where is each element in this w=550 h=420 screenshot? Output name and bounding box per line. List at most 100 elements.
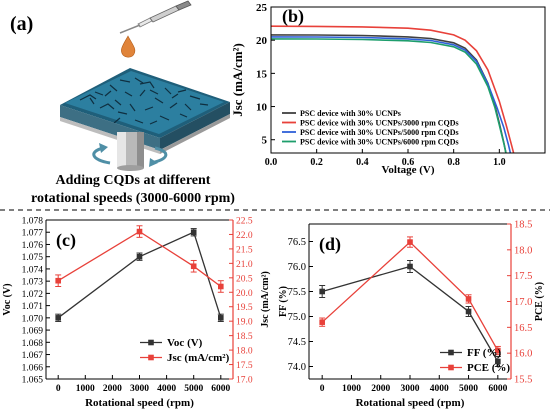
data-point xyxy=(218,315,224,321)
left-y-tick-label: 1.065 xyxy=(22,376,44,386)
x-tick-label: 6000 xyxy=(488,384,507,394)
right-y-tick-label: 22.5 xyxy=(236,217,253,227)
x-tick-label: 4000 xyxy=(430,384,449,394)
right-y-axis-label: PCE (%) xyxy=(534,282,545,321)
series-line-1 xyxy=(321,241,499,351)
right-y-tick-label: 16.5 xyxy=(514,323,532,334)
left-y-tick-label: 74.0 xyxy=(288,362,306,373)
x-tick-label: 0.6 xyxy=(402,157,415,168)
panel-label: (c) xyxy=(56,230,76,251)
right-y-tick-label: 18.0 xyxy=(514,245,532,256)
right-y-tick-label: 19.0 xyxy=(236,318,253,328)
series-line-0 xyxy=(322,265,499,362)
left-y-tick-label: 1.077 xyxy=(22,229,44,239)
right-y-tick-label: 20.0 xyxy=(236,289,253,299)
x-tick-label: 1000 xyxy=(76,384,95,394)
x-tick-label: 0.2 xyxy=(310,157,323,168)
data-point xyxy=(495,358,501,365)
data-point xyxy=(55,315,61,321)
y-tick-label: 25 xyxy=(256,2,268,14)
left-y-tick-label: 1.072 xyxy=(22,290,44,300)
substrate-with-cqd-film xyxy=(60,68,230,154)
panel-c-chart: 0 1000 2000 3000 4000 5000 6000 1.065 1.066 1.067… xyxy=(2,217,271,410)
legend-marker-0 xyxy=(448,349,454,356)
legend-label-0: FF (%) xyxy=(467,347,501,359)
y-tick-label: 20 xyxy=(256,35,268,47)
rotation-arrow-icon xyxy=(92,143,168,167)
x-tick-label: 0.4 xyxy=(356,157,369,168)
x-tick-label: 0 xyxy=(320,384,325,394)
right-y-tick-label: 20.5 xyxy=(236,274,253,284)
left-y-tick-label: 1.074 xyxy=(22,265,44,275)
right-y-tick-label: 18.5 xyxy=(514,220,532,231)
x-tick-label: 0.8 xyxy=(447,157,460,168)
left-y-tick-label: 1.070 xyxy=(22,314,44,324)
data-point xyxy=(465,308,472,315)
left-y-tick-label: 1.069 xyxy=(22,327,44,337)
y-tick-label: 15 xyxy=(256,68,268,80)
panel-a-caption-line-1: Adding CQDs at different xyxy=(56,173,211,188)
left-y-tick-label: 74.5 xyxy=(288,337,306,348)
data-point xyxy=(407,239,413,245)
legend-label-0: Voc (V) xyxy=(167,337,203,349)
right-y-axis-label: Jsc (mA/cm²) xyxy=(260,271,271,328)
legend-label-1: PSC device with 30% UCNPs/3000 rpm CQDs xyxy=(300,119,459,128)
left-y-tick-label: 75.0 xyxy=(288,312,306,323)
series-line-0 xyxy=(57,231,222,319)
data-point xyxy=(190,229,197,236)
left-y-axis-label: Voc (V) xyxy=(2,283,13,315)
panel-b-chart: 0.0 0.2 0.4 0.6 0.8 1.0 5 10 15 20 25 Voltage (V) Js… xyxy=(230,2,546,176)
x-tick-label: 6000 xyxy=(211,384,230,394)
legend-label-2: PSC device with 30% UCNPs/5000 rpm CQDs xyxy=(300,128,459,137)
data-point xyxy=(319,288,325,295)
x-tick-label: 4000 xyxy=(157,384,176,394)
panel-label: (d) xyxy=(319,234,341,255)
right-y-tick-label: 15.5 xyxy=(514,375,532,386)
droplet-icon xyxy=(121,35,136,58)
legend-marker-0 xyxy=(148,339,154,346)
x-tick-label: 5000 xyxy=(459,384,478,394)
left-y-tick-label: 76.0 xyxy=(288,262,306,273)
panel-a-label: (a) xyxy=(10,13,33,35)
right-y-tick-label: 16.0 xyxy=(514,349,532,360)
x-tick-label: 2000 xyxy=(103,384,122,394)
panel-a-caption-line-2: rotational speeds (3000-6000 rpm) xyxy=(31,191,235,206)
x-axis-label: Rotational speed (rpm) xyxy=(85,397,194,409)
right-y-tick-label: 19.5 xyxy=(236,303,253,313)
spin-coater-shaft xyxy=(117,132,144,171)
legend-label-3: PSC device with 30% UCNPs/6000 rpm CQDs xyxy=(300,138,459,147)
x-tick-label: 2000 xyxy=(371,384,390,394)
panel-d-chart: 0 1000 2000 3000 4000 5000 6000 74.0 74.5 75.0 75.… xyxy=(278,220,545,410)
data-point xyxy=(218,283,224,290)
right-y-tick-label: 17.0 xyxy=(514,297,532,308)
x-axis-label: Rotational speed (rpm) xyxy=(356,397,465,409)
left-y-tick-label: 1.073 xyxy=(22,278,44,288)
legend-label-1: PCE (%) xyxy=(467,362,510,374)
x-tick-label: 0 xyxy=(56,384,61,394)
right-y-tick-label: 17.0 xyxy=(236,376,253,386)
legend-label-1: Jsc (mA/cm²) xyxy=(167,352,230,364)
data-point xyxy=(407,263,413,270)
right-y-tick-label: 17.5 xyxy=(236,361,253,371)
legend-label-0: PSC device with 30% UCNPs xyxy=(300,109,401,118)
y-tick-label: 10 xyxy=(256,102,268,114)
right-y-tick-label: 21.5 xyxy=(236,245,253,255)
left-y-tick-label: 1.078 xyxy=(22,217,44,227)
panel-label: (b) xyxy=(282,6,304,27)
pipette-icon xyxy=(119,0,192,34)
left-y-tick-label: 1.075 xyxy=(22,253,44,263)
x-tick-label: 0.0 xyxy=(265,157,278,168)
data-point xyxy=(136,228,143,235)
left-y-tick-label: 75.5 xyxy=(288,287,306,298)
x-tick-label: 3000 xyxy=(401,384,420,394)
data-point xyxy=(55,277,61,284)
left-y-tick-label: 1.066 xyxy=(22,363,44,373)
left-y-tick-label: 1.067 xyxy=(22,351,44,361)
data-point xyxy=(319,319,325,325)
x-tick-label: 1000 xyxy=(342,384,361,394)
panel-a: (a) xyxy=(10,0,235,206)
left-y-tick-label: 1.071 xyxy=(22,302,44,312)
left-y-tick-label: 1.068 xyxy=(22,339,44,349)
right-y-tick-label: 21.0 xyxy=(236,260,253,270)
